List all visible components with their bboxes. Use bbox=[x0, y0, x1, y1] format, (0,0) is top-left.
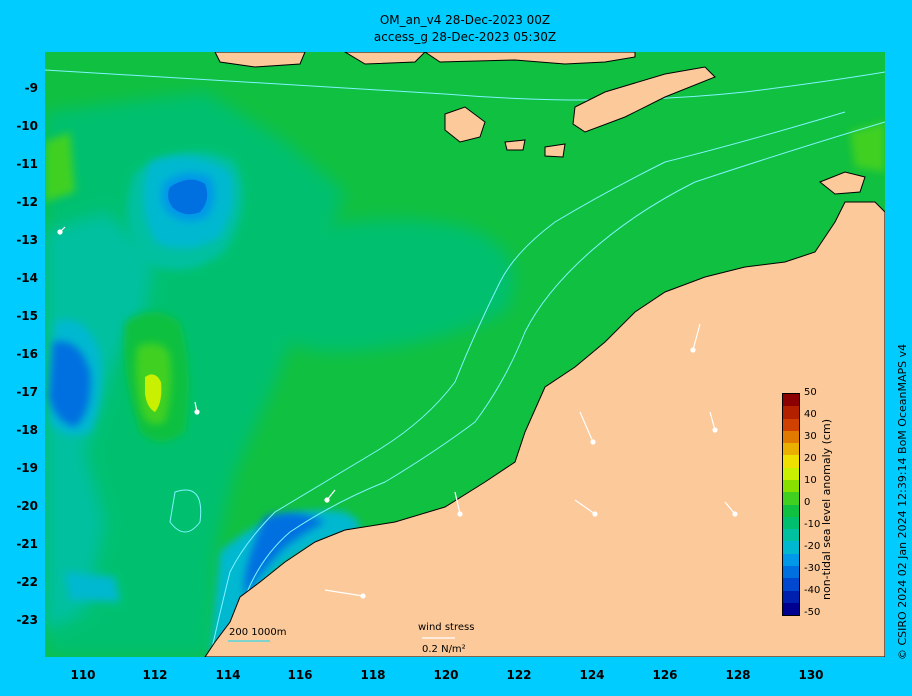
sea-level-map bbox=[45, 52, 885, 657]
credit-text: © CSIRO 2024 02 Jan 2024 12:39:14 BoM Oc… bbox=[896, 343, 909, 660]
lon-label: 128 bbox=[725, 668, 751, 682]
lon-label: 114 bbox=[215, 668, 241, 682]
lat-label: -18 bbox=[16, 423, 38, 437]
wind-stress-scale-label: 0.2 N/m² bbox=[422, 644, 466, 655]
colorbar-segment bbox=[783, 479, 799, 493]
lat-label: -17 bbox=[16, 385, 38, 399]
colorbar-tick: -30 bbox=[804, 563, 821, 574]
lat-label: -14 bbox=[16, 271, 38, 285]
colorbar-segment bbox=[783, 394, 799, 407]
colorbar-segment bbox=[783, 467, 799, 480]
lat-label: -12 bbox=[16, 195, 38, 209]
colorbar-segment bbox=[783, 443, 799, 456]
colorbar-tick: -20 bbox=[804, 541, 821, 552]
colorbar-tick: -40 bbox=[804, 585, 821, 596]
colorbar-segment bbox=[783, 430, 799, 444]
colorbar-tick: -10 bbox=[804, 519, 821, 530]
lat-label: -21 bbox=[16, 537, 38, 551]
lat-label: -19 bbox=[16, 461, 38, 475]
lon-label: 116 bbox=[287, 668, 313, 682]
colorbar-tick: 10 bbox=[804, 475, 817, 486]
colorbar-segment bbox=[783, 504, 799, 517]
lon-label: 126 bbox=[652, 668, 678, 682]
wind-stress-legend-title: wind stress bbox=[418, 622, 475, 633]
colorbar-tick: 0 bbox=[804, 497, 811, 508]
colorbar-tick: 40 bbox=[804, 409, 817, 420]
lon-label: 118 bbox=[360, 668, 386, 682]
isobath-contours bbox=[45, 69, 885, 657]
colorbar-segment bbox=[783, 602, 799, 616]
colorbar-segment bbox=[783, 578, 799, 591]
colorbar-label: non-tidal sea level anomaly (cm) bbox=[820, 419, 833, 600]
lat-label: -22 bbox=[16, 575, 38, 589]
land bbox=[204, 52, 885, 657]
colorbar-segment bbox=[783, 529, 799, 542]
lon-label: 122 bbox=[506, 668, 532, 682]
colorbar-segment bbox=[783, 590, 799, 603]
map-title-line2: access_g 28-Dec-2023 05:30Z bbox=[373, 30, 557, 44]
lat-label: -9 bbox=[24, 81, 38, 95]
lon-label: 124 bbox=[579, 668, 605, 682]
lat-label: -11 bbox=[16, 157, 38, 171]
lat-label: -10 bbox=[16, 119, 38, 133]
lon-label: 130 bbox=[798, 668, 824, 682]
colorbar-tick: 30 bbox=[804, 431, 817, 442]
lon-label: 120 bbox=[433, 668, 459, 682]
map-title-line1: OM_an_v4 28-Dec-2023 00Z bbox=[379, 13, 551, 27]
colorbar-tick: -50 bbox=[804, 607, 821, 618]
colorbar-tick: 20 bbox=[804, 453, 817, 464]
colorbar-segment bbox=[783, 565, 799, 579]
sla-field bbox=[45, 92, 885, 657]
lat-label: -16 bbox=[16, 347, 38, 361]
lat-label: -15 bbox=[16, 309, 38, 323]
lat-label: -13 bbox=[16, 233, 38, 247]
colorbar-segment bbox=[783, 553, 799, 566]
lat-label: -20 bbox=[16, 499, 38, 513]
wind-arrows bbox=[57, 226, 738, 599]
colorbar-segment bbox=[783, 406, 799, 419]
isobath-legend-label: 200 1000m bbox=[229, 627, 287, 638]
colorbar bbox=[782, 393, 800, 616]
colorbar-segment bbox=[783, 418, 799, 431]
colorbar-tick: 50 bbox=[804, 387, 817, 398]
colorbar-segment bbox=[783, 541, 799, 554]
lon-label: 110 bbox=[70, 668, 96, 682]
lon-label: 112 bbox=[142, 668, 168, 682]
lat-label: -23 bbox=[16, 613, 38, 627]
colorbar-segment bbox=[783, 492, 799, 505]
colorbar-segment bbox=[783, 516, 799, 530]
colorbar-segment bbox=[783, 455, 799, 468]
